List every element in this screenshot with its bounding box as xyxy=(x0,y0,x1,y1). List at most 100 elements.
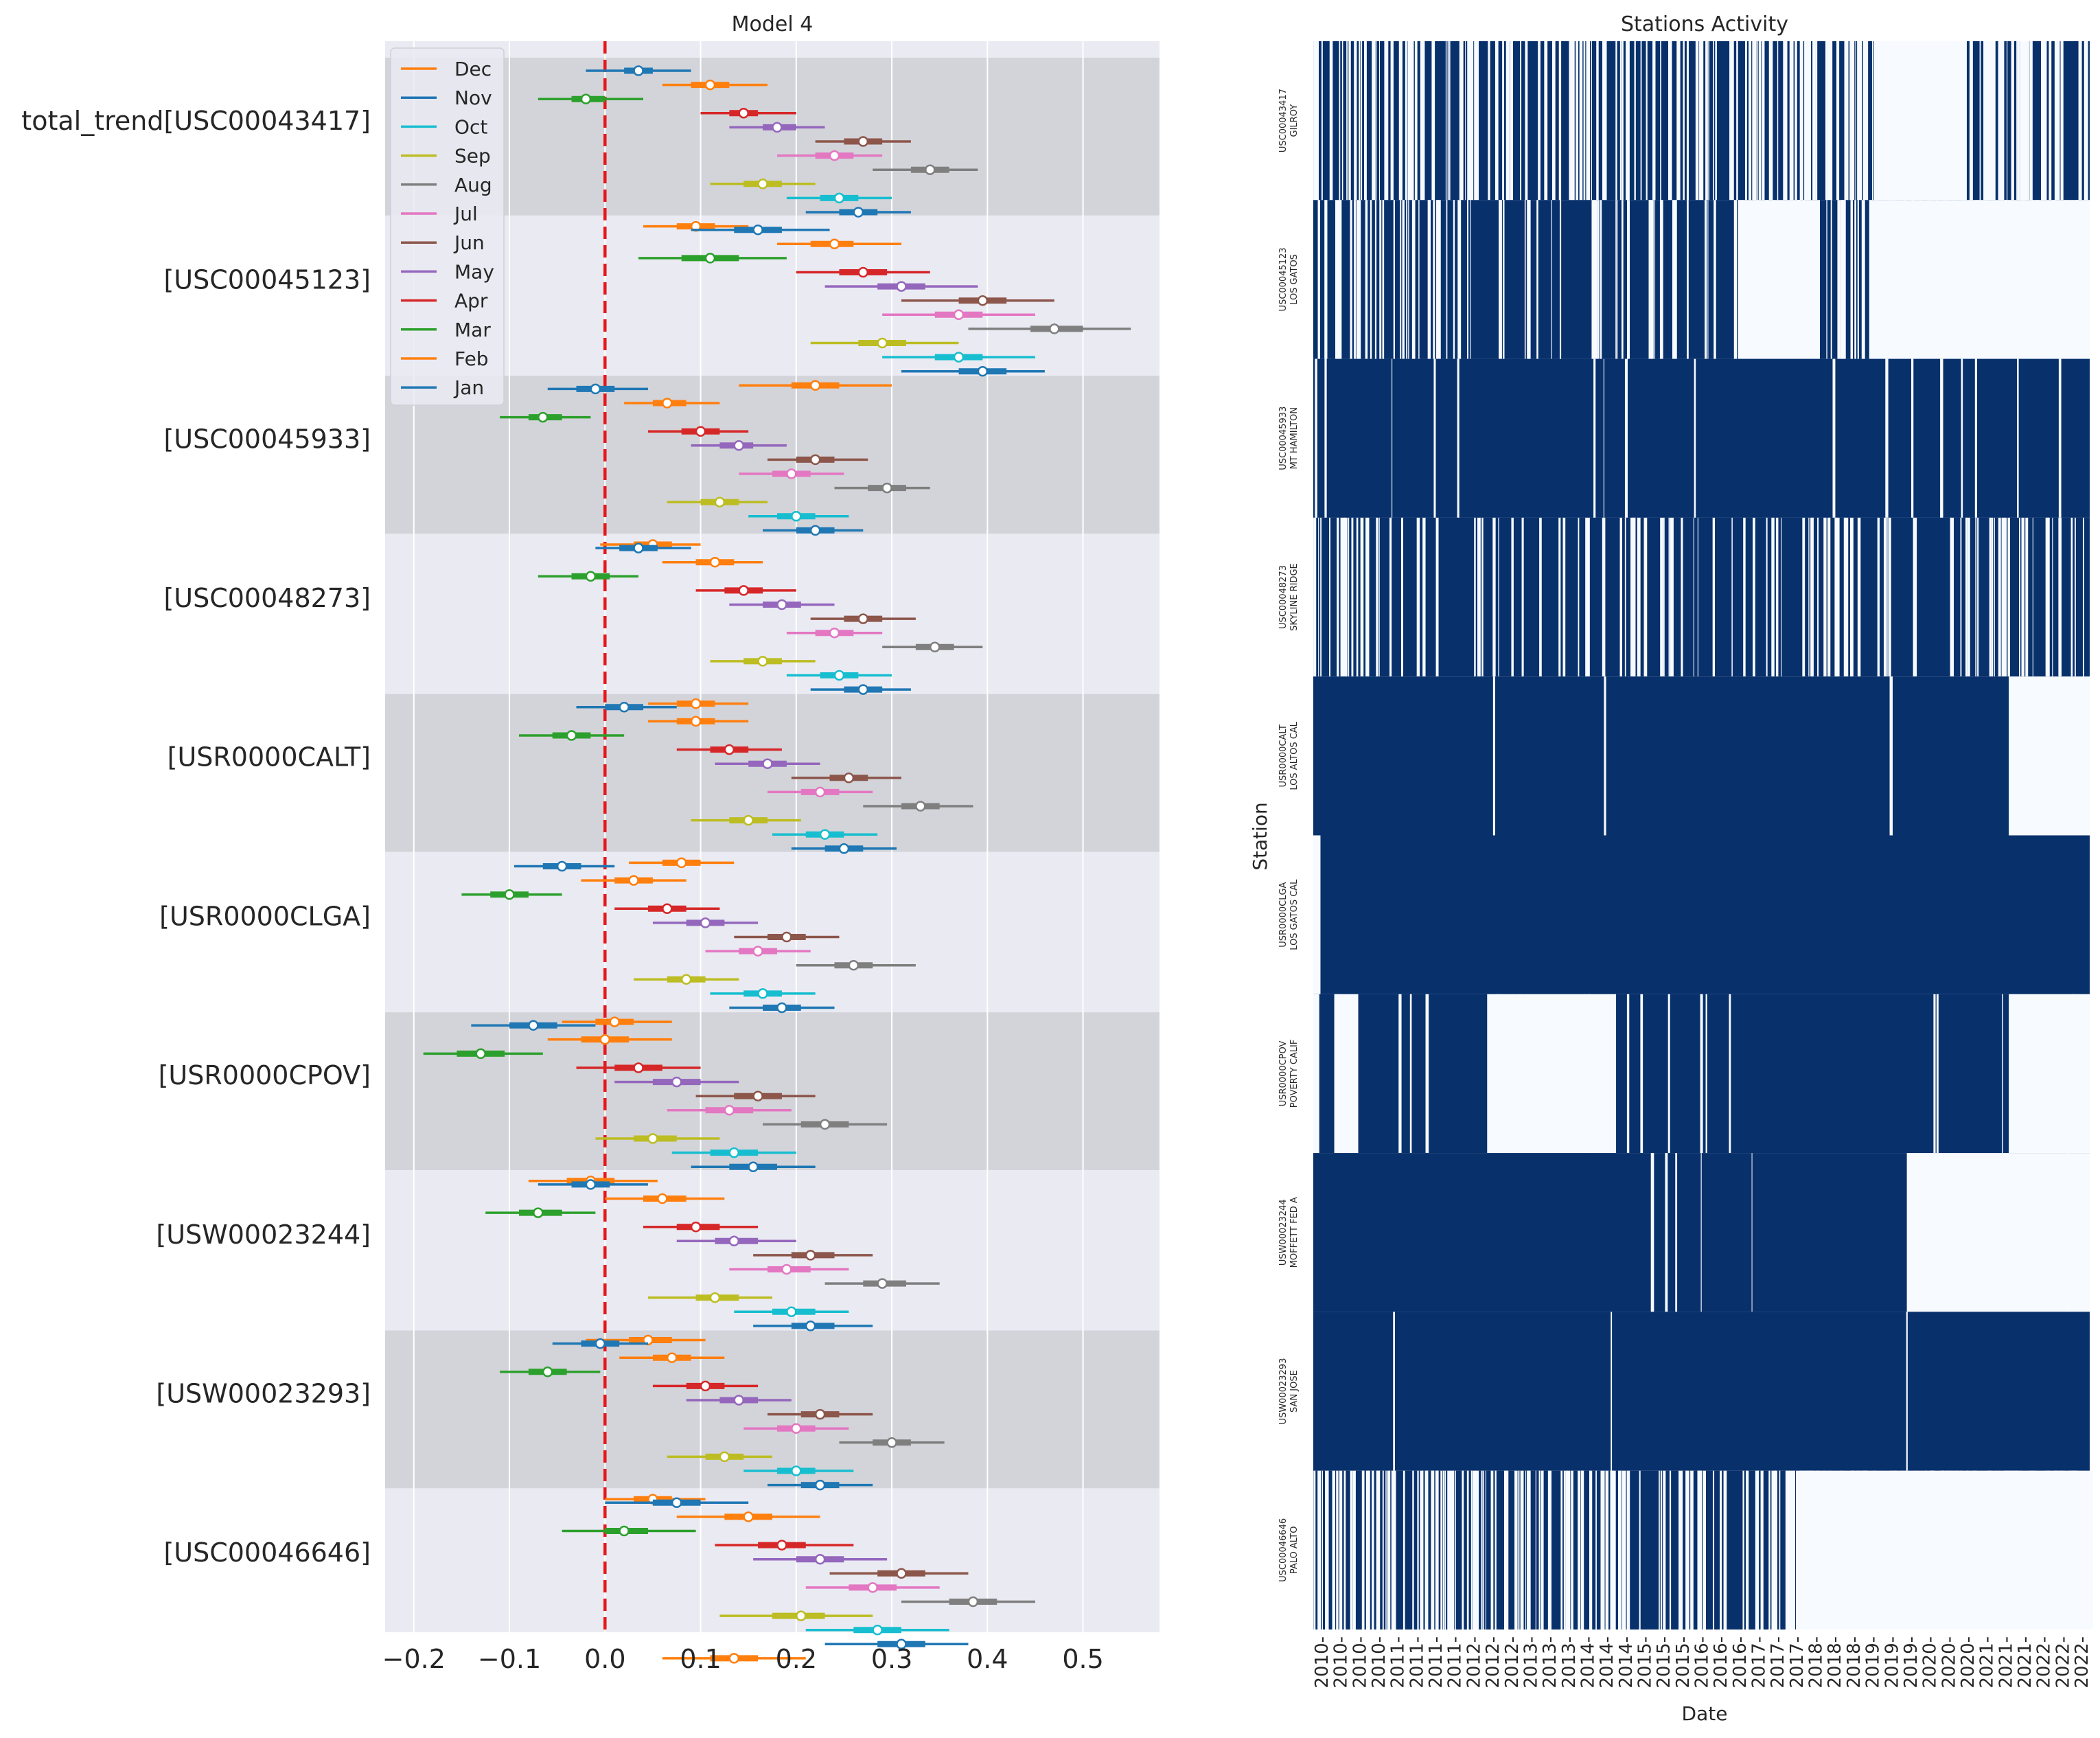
inactive-line xyxy=(1361,1470,1365,1630)
median-point xyxy=(867,1582,878,1593)
inactive-line xyxy=(1365,200,1368,359)
inactive-line xyxy=(1786,1470,1790,1630)
inactive-period xyxy=(1313,994,1319,1154)
inactive-line xyxy=(1826,200,1827,359)
station-id-label: USC00043417 xyxy=(1278,89,1289,152)
inactive-line xyxy=(1770,41,1773,201)
legend-label: Oct xyxy=(454,115,487,138)
interval-marks xyxy=(423,65,1131,1664)
median-point xyxy=(619,1525,630,1537)
inactive-line xyxy=(1744,41,1747,201)
group-label: [USC00045123] xyxy=(163,265,371,295)
inactive-line xyxy=(1984,41,1985,201)
inactive-line xyxy=(1699,41,1702,201)
inactive-line xyxy=(1420,1470,1423,1630)
inactive-line xyxy=(1356,200,1359,359)
inactive-line xyxy=(1370,200,1372,359)
inactive-line xyxy=(1350,200,1352,359)
inactive-line xyxy=(1830,200,1832,359)
median-point xyxy=(809,525,821,536)
inactive-line xyxy=(1792,41,1794,201)
group-band xyxy=(385,58,1159,216)
median-point xyxy=(814,1479,826,1491)
inactive-line xyxy=(1705,41,1708,201)
x-tick-label: 0.3 xyxy=(871,1644,912,1674)
inactive-line xyxy=(1877,517,1880,677)
median-point xyxy=(633,1062,644,1073)
inactive-line xyxy=(1566,1470,1568,1630)
inactive-line xyxy=(1367,517,1370,677)
inactive-line xyxy=(1843,517,1847,677)
inactive-line xyxy=(1751,1153,1753,1312)
inactive-line xyxy=(2025,517,2029,677)
median-point xyxy=(781,931,792,943)
active-fill xyxy=(1313,676,2090,836)
inactive-line xyxy=(1760,1470,1763,1630)
inactive-line xyxy=(1433,358,1436,518)
inactive-line xyxy=(1551,41,1556,201)
station-name-label: MOFFETT FED A xyxy=(1289,1197,1300,1268)
inactive-line xyxy=(1475,41,1477,201)
inactive-line xyxy=(1477,517,1481,677)
median-point xyxy=(566,730,577,741)
median-point xyxy=(872,1624,883,1636)
group-band xyxy=(385,376,1159,534)
inactive-line xyxy=(1800,41,1803,201)
inactive-line xyxy=(1998,41,2000,201)
inactive-line xyxy=(1329,41,1333,201)
inactive-line xyxy=(1374,200,1377,359)
median-point xyxy=(724,744,735,755)
inactive-line xyxy=(1605,1470,1609,1630)
inactive-line xyxy=(1771,1470,1773,1630)
inactive-line xyxy=(1669,1470,1672,1630)
inactive-line xyxy=(1438,200,1441,359)
legend-label: Sep xyxy=(454,145,491,168)
date-tick-label: 2010- xyxy=(1331,1636,1352,1689)
inactive-line xyxy=(1626,200,1628,359)
station-id-label: USC00048273 xyxy=(1278,565,1289,629)
inactive-line xyxy=(1418,200,1420,359)
median-point xyxy=(580,93,592,104)
inactive-line xyxy=(1589,1470,1593,1630)
median-point xyxy=(848,959,859,971)
inactive-line xyxy=(1488,41,1490,201)
station-id-label: USC00046646 xyxy=(1278,1518,1289,1582)
inactive-line xyxy=(1626,1470,1630,1630)
inactive-line xyxy=(1994,41,1996,201)
inactive-line xyxy=(1406,200,1408,359)
inactive-line xyxy=(1562,517,1566,677)
station-name-label: LOS GATOS xyxy=(1289,254,1300,305)
inactive-line xyxy=(2060,41,2064,201)
date-tick-label: 2019- xyxy=(1882,1636,1902,1689)
active-fill xyxy=(1313,517,2090,677)
inactive-line xyxy=(1429,200,1431,359)
date-tick-label: 2011- xyxy=(1388,1636,1409,1689)
inactive-line xyxy=(1447,41,1449,201)
station-row xyxy=(1313,200,2090,359)
x-tick-label: −0.2 xyxy=(382,1644,446,1674)
inactive-line xyxy=(1795,41,1797,201)
inactive-line xyxy=(1435,517,1439,677)
inactive-line xyxy=(1714,200,1716,359)
inactive-line xyxy=(1615,200,1617,359)
inactive-line xyxy=(1433,200,1435,359)
inactive-line xyxy=(1527,1470,1531,1630)
median-point xyxy=(967,1596,979,1608)
station-name-label: LOS GATOS CAL xyxy=(1289,879,1300,950)
inactive-line xyxy=(1372,1470,1374,1630)
inactive-line xyxy=(1637,517,1641,677)
date-tick-label: 2015- xyxy=(1673,1636,1694,1689)
inactive-line xyxy=(1712,517,1716,677)
legend-label: Apr xyxy=(454,290,488,312)
median-point xyxy=(743,814,754,826)
inactive-line xyxy=(1329,517,1331,677)
median-point xyxy=(786,468,797,479)
inactive-line xyxy=(1398,41,1403,201)
inactive-line xyxy=(1791,1470,1795,1630)
inactive-line xyxy=(1651,200,1653,359)
median-point xyxy=(886,1437,897,1448)
median-point xyxy=(599,1034,611,1045)
inactive-line xyxy=(1446,200,1448,359)
median-point xyxy=(724,1105,735,1116)
inactive-line xyxy=(2019,41,2020,201)
